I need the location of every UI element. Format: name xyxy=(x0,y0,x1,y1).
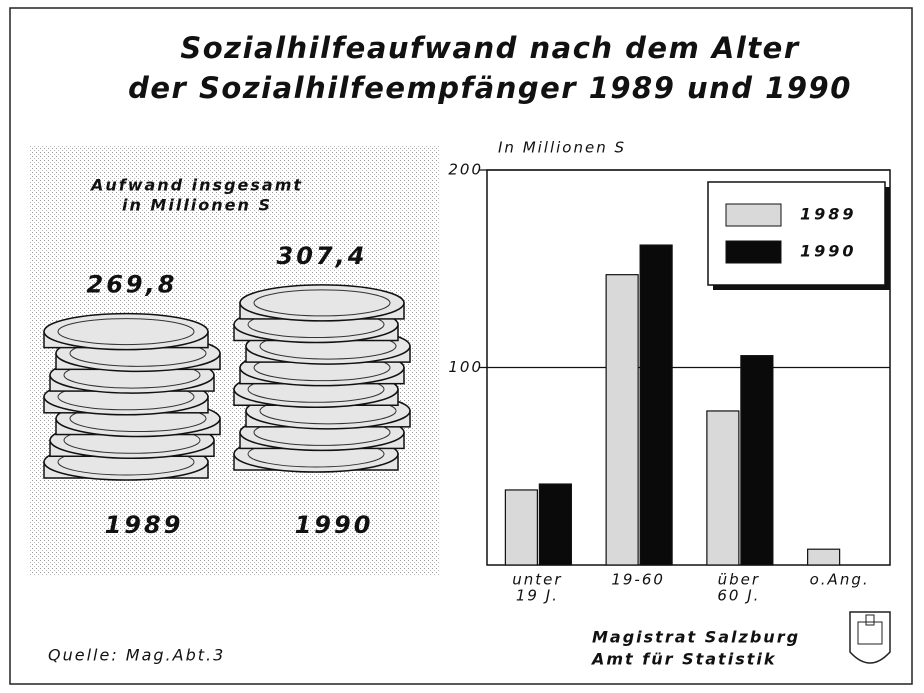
y-tick-label: 100 xyxy=(448,358,483,376)
coat-of-arms xyxy=(850,612,890,663)
y-tick-label: 200 xyxy=(448,161,483,179)
bar xyxy=(640,245,672,565)
title-line: Sozialhilfeaufwand nach dem Alter xyxy=(180,31,799,65)
title-line: der Sozialhilfeempfänger 1989 und 1990 xyxy=(128,71,852,105)
bar xyxy=(741,356,773,565)
publisher: Amt für Statistik xyxy=(590,650,776,669)
legend-swatch xyxy=(726,241,781,263)
bar xyxy=(808,549,840,565)
bar xyxy=(539,484,571,565)
panel-title: Aufwand insgesamt xyxy=(89,176,303,195)
category-label: 1989 xyxy=(105,511,184,539)
x-tick-label: 60 J. xyxy=(717,587,760,605)
legend-label: 1990 xyxy=(800,242,857,261)
bar xyxy=(505,490,537,565)
legend-label: 1989 xyxy=(800,205,857,224)
x-tick-label: 19 J. xyxy=(516,587,559,605)
coin-stack xyxy=(44,314,220,480)
publisher: Magistrat Salzburg xyxy=(592,628,800,647)
x-tick-label: 19-60 xyxy=(611,571,665,589)
legend-swatch xyxy=(726,204,781,226)
y-axis-label: In Millionen S xyxy=(498,139,626,157)
category-label: 1990 xyxy=(295,511,374,539)
source: Quelle: Mag.Abt.3 xyxy=(48,646,225,665)
bar xyxy=(707,411,739,565)
x-tick-label: o.Ang. xyxy=(810,571,870,589)
value-label: 307,4 xyxy=(277,242,368,270)
coin-stack xyxy=(234,285,410,472)
page: Sozialhilfeaufwand nach dem Alter der So… xyxy=(0,0,924,693)
panel-title: in Millionen S xyxy=(122,196,272,215)
bar xyxy=(606,275,638,565)
legend-box xyxy=(708,182,885,285)
value-label: 269,8 xyxy=(87,271,178,299)
